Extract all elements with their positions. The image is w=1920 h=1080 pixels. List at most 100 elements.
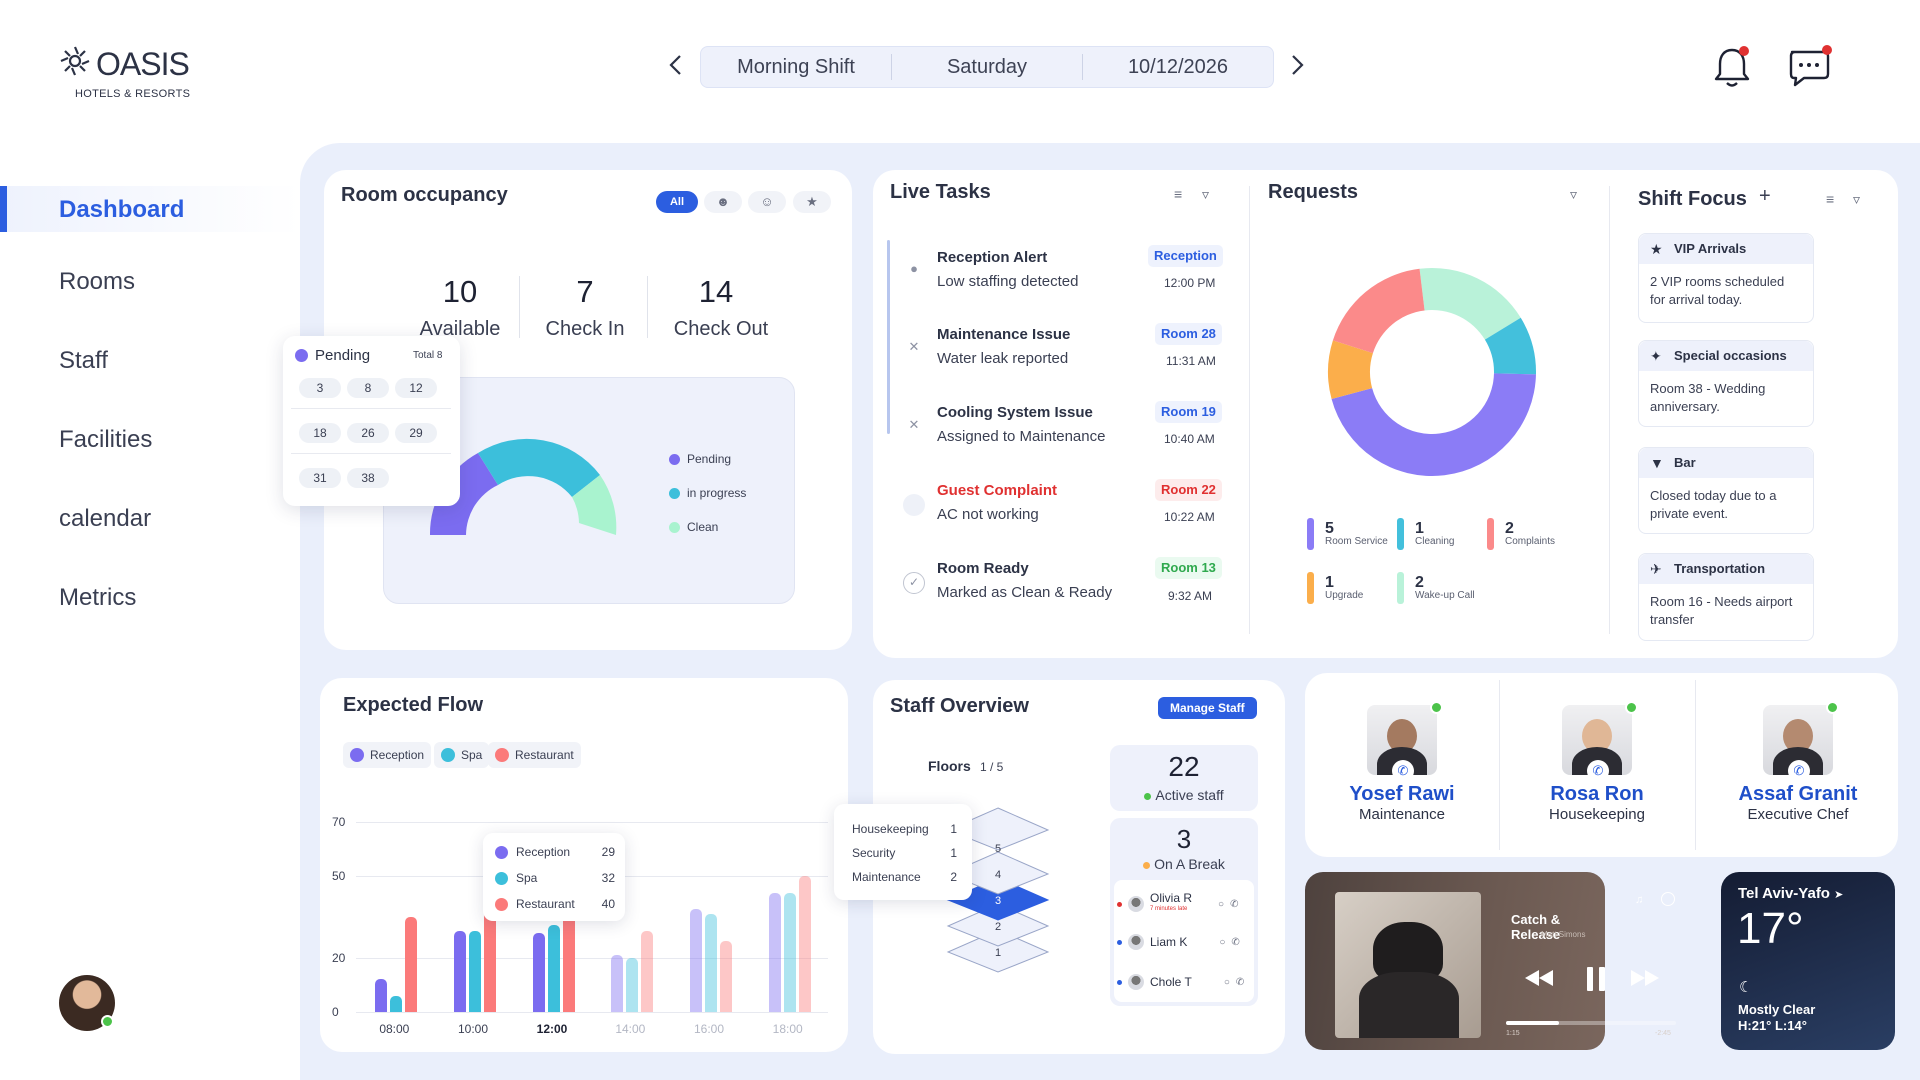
bar-reception-1400[interactable] [611,955,624,1012]
filter-all-button[interactable]: All [656,191,698,213]
pending-room-chip[interactable]: 3 [299,378,341,398]
bar-reception-0800[interactable] [375,979,388,1012]
shift-day[interactable]: Saturday [892,54,1083,80]
break-staff-row[interactable]: Liam K ○ ✆ [1117,934,1240,950]
phone-icon[interactable]: ✆ [1788,760,1810,782]
focus-card-vip[interactable]: ★ VIP Arrivals 2 VIP rooms scheduled for … [1638,233,1814,323]
phone-icon[interactable]: ✆ [1587,760,1609,782]
message-icon[interactable]: ○ [1219,936,1226,948]
volume-icon[interactable]: ♫ [1635,894,1644,906]
shift-date[interactable]: 10/12/2026 [1127,56,1229,78]
flow-filter-reception[interactable]: Reception [343,742,432,768]
shift-selector[interactable]: Morning Shift Saturday 10/12/2026 [700,46,1274,88]
bar-spa-0800[interactable] [390,995,403,1012]
pending-room-chip[interactable]: 31 [299,468,341,488]
bar-reception-1200[interactable] [532,933,545,1012]
requests-filter-button[interactable]: ▿ [1570,186,1577,203]
donut-slice-upgrade[interactable] [1328,340,1373,400]
rewind-button[interactable] [1523,968,1555,993]
pending-room-chip[interactable]: 12 [395,378,437,398]
bar-spa-1400[interactable] [626,957,639,1012]
add-focus-button[interactable]: + [1759,185,1771,207]
sidebar-item-facilities[interactable]: Facilities [59,426,153,453]
flow-filter-restaurant[interactable]: Restaurant [488,742,581,768]
donut-slice-cleaning[interactable] [1484,317,1536,375]
nav-active-indicator [0,186,7,232]
forward-button[interactable] [1629,968,1661,993]
donut-slice-wake-up-call[interactable] [1419,268,1521,340]
focus-filter-button[interactable]: ▿ [1853,191,1860,208]
message-icon[interactable]: ○ [1223,976,1230,988]
phone-icon[interactable]: ✆ [1235,976,1245,988]
pending-room-chip[interactable]: 29 [395,423,437,443]
contact-assaf[interactable]: ✆ Assaf Granit Executive Chef [1708,701,1888,823]
floor-1 [946,929,1050,973]
pause-button[interactable] [1585,966,1607,997]
airplay-icon[interactable] [1661,892,1675,906]
bar-reception-1600[interactable] [690,908,702,1012]
bar-spa-1000[interactable] [469,930,481,1012]
focus-card-bar[interactable]: ▼ Bar Closed today due to a private event… [1638,447,1814,534]
y-tick-label: 20 [332,950,346,965]
pending-room-chip[interactable]: 38 [347,468,389,488]
filter-vip-button[interactable]: ★ [793,191,831,213]
focus-card-transportation[interactable]: ✈ Transportation Room 16 - Needs airport … [1638,553,1814,641]
donut-slice-room-service[interactable] [1331,373,1536,477]
bar-restaurant-0800[interactable] [405,917,418,1012]
prev-shift-button[interactable] [666,50,686,87]
task-title: Maintenance Issue [937,326,1071,343]
message-icon[interactable]: ○ [1218,898,1225,910]
bar-spa-1200[interactable] [547,925,560,1012]
filter-button[interactable]: ▿ [1202,186,1209,203]
bar-restaurant-1600[interactable] [720,941,732,1012]
album-art[interactable] [1335,892,1481,1038]
sidebar-item-rooms[interactable]: Rooms [59,268,136,295]
occupancy-gauge [429,438,617,535]
weather-widget[interactable]: Tel Aviv-Yafo ➤ 17° ☾ Mostly Clear H:21°… [1721,872,1895,1050]
pending-room-chip[interactable]: 8 [347,378,389,398]
legend-complaints: 2 Complaints [1505,520,1556,547]
focus-body: Room 16 - Needs airport transfer [1650,594,1793,627]
flow-filter-spa[interactable]: Spa [434,742,490,768]
bar-spa-1600[interactable] [705,914,717,1012]
filter-guests-button[interactable]: ☻ [704,191,742,213]
bar-restaurant-1200[interactable] [562,903,575,1012]
brand-logo[interactable]: OASIS HOTELS & RESORTS [58,44,190,100]
shift-name[interactable]: Morning Shift [701,54,892,80]
contact-role: Housekeeping [1549,806,1645,823]
bar-spa-1800[interactable] [783,892,796,1012]
focus-card-occasions[interactable]: ✦ Special occasions Room 38 - Wedding ann… [1638,340,1814,427]
donut-slice-complaints[interactable] [1332,268,1425,354]
manage-staff-button[interactable]: Manage Staff [1158,697,1257,719]
online-status-dot [1826,701,1839,714]
messages-button[interactable] [1786,44,1834,95]
phone-icon[interactable]: ✆ [1230,898,1239,910]
phone-icon[interactable]: ✆ [1231,936,1240,948]
bar-restaurant-1400[interactable] [641,930,654,1012]
pending-room-chip[interactable]: 26 [347,423,389,443]
progress-track[interactable] [1506,1021,1676,1025]
sidebar-item-calendar[interactable]: calendar [59,505,152,532]
sidebar-item-metrics[interactable]: Metrics [59,584,137,611]
sidebar-item-dashboard[interactable]: Dashboard [59,196,185,223]
bar-reception-1000[interactable] [454,930,466,1012]
pending-room-chip[interactable]: 18 [299,423,341,443]
phone-icon[interactable]: ✆ [1392,760,1414,782]
notifications-button[interactable] [1710,44,1754,95]
legend-room-service: 5 Room Service [1325,520,1388,547]
sidebar-item-staff[interactable]: Staff [59,347,108,374]
contact-yosef[interactable]: ✆ Yosef Rawi Maintenance [1312,701,1492,823]
next-shift-button[interactable] [1287,50,1307,87]
bar-reception-1800[interactable] [768,892,781,1012]
filter-family-button[interactable]: ☺ [748,191,786,213]
break-staff-row[interactable]: Chole T ○ ✆ [1117,974,1244,990]
contact-rosa[interactable]: ✆ Rosa Ron Housekeeping [1507,701,1687,823]
active-staff-box[interactable]: 22 Active staff [1110,745,1258,811]
sort-button[interactable]: ≡ [1174,186,1182,202]
bar-restaurant-1800[interactable] [798,876,811,1012]
check-circle-icon: ✓ [903,572,925,594]
focus-sort-button[interactable]: ≡ [1826,191,1834,207]
pending-rooms-popup: Pending Total 8 3 8 12 18 26 29 31 38 [283,336,460,506]
task-title: Reception Alert [937,249,1048,266]
